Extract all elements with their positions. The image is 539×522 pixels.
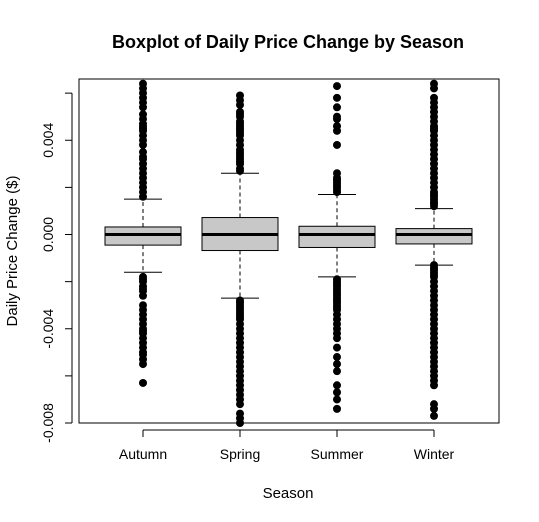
y-tick-label: 0.004 <box>40 123 56 158</box>
box-group-winter <box>395 79 473 420</box>
x-tick-label: Spring <box>220 446 260 462</box>
outlier-point <box>333 334 341 343</box>
outlier-point <box>333 388 341 397</box>
outlier-point <box>430 202 438 211</box>
y-axis-label: Daily Price Change ($) <box>4 176 21 327</box>
iqr-box <box>395 228 473 245</box>
plot-frame <box>78 78 500 424</box>
outlier-point <box>139 192 147 201</box>
y-tick-label: 0.000 <box>40 217 56 252</box>
iqr-box <box>104 226 182 246</box>
outlier-point <box>236 100 244 109</box>
iqr-box <box>298 225 376 248</box>
box-group-autumn <box>104 79 182 387</box>
outlier-point <box>333 395 341 404</box>
x-tick-label: Summer <box>311 446 364 462</box>
boxes-layer <box>104 79 473 427</box>
y-tick-label: -0.008 <box>40 403 56 443</box>
outlier-point <box>333 353 341 362</box>
chart-title: Boxplot of Daily Price Change by Season <box>112 32 464 52</box>
x-axis-label: Season <box>263 485 314 502</box>
outlier-point <box>139 378 147 387</box>
outlier-point <box>333 140 341 149</box>
outlier-point <box>236 166 244 175</box>
box-group-spring <box>201 91 279 427</box>
outlier-point <box>333 381 341 390</box>
y-tick-label: -0.004 <box>40 309 56 349</box>
outlier-point <box>430 411 438 420</box>
outlier-point <box>139 360 147 369</box>
outlier-point <box>236 400 244 409</box>
outlier-point <box>333 82 341 91</box>
outlier-point <box>333 360 341 369</box>
outlier-point <box>430 84 438 93</box>
x-tick-label: Autumn <box>119 446 167 462</box>
outlier-point <box>333 126 341 135</box>
outlier-point <box>333 404 341 413</box>
outlier-point <box>139 291 147 300</box>
x-tick-label: Winter <box>414 446 455 462</box>
outlier-point <box>333 188 341 197</box>
outlier-point <box>333 103 341 112</box>
outlier-point <box>236 419 244 427</box>
box-group-summer <box>298 82 376 413</box>
outlier-point <box>139 103 147 112</box>
outlier-point <box>430 404 438 413</box>
outlier-point <box>333 367 341 376</box>
outlier-point <box>333 343 341 352</box>
y-axis: -0.008 -0.004 0.000 0.004 <box>40 92 73 443</box>
outlier-point <box>333 93 341 102</box>
outlier-point <box>139 140 147 149</box>
outlier-point <box>333 115 341 124</box>
outlier-point <box>430 381 438 390</box>
x-axis: Autumn Spring Summer Winter <box>119 429 455 462</box>
